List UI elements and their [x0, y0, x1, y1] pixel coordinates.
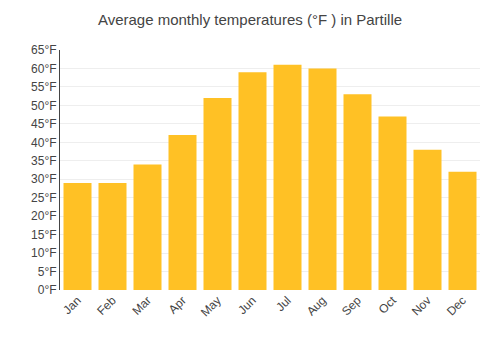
svg-text:5°F: 5°F	[38, 265, 57, 279]
svg-text:60°F: 60°F	[31, 62, 56, 76]
svg-text:40°F: 40°F	[31, 136, 56, 150]
svg-text:Average monthly temperatures (: Average monthly temperatures (°F ) in Pa…	[98, 11, 402, 28]
svg-text:0°F: 0°F	[38, 283, 57, 297]
svg-text:Oct: Oct	[376, 293, 400, 317]
svg-text:10°F: 10°F	[31, 246, 56, 260]
svg-text:65°F: 65°F	[31, 43, 56, 57]
svg-text:Apr: Apr	[166, 293, 189, 316]
svg-text:Nov: Nov	[409, 293, 434, 318]
svg-text:25°F: 25°F	[31, 191, 56, 205]
svg-text:Sep: Sep	[339, 293, 364, 318]
svg-text:45°F: 45°F	[31, 117, 56, 131]
svg-text:Jun: Jun	[235, 293, 259, 317]
svg-text:15°F: 15°F	[31, 228, 56, 242]
svg-text:Mar: Mar	[129, 293, 154, 318]
svg-text:Jul: Jul	[273, 293, 294, 314]
svg-text:35°F: 35°F	[31, 154, 56, 168]
svg-text:Dec: Dec	[444, 293, 469, 318]
svg-text:20°F: 20°F	[31, 209, 56, 223]
svg-text:Jan: Jan	[60, 293, 84, 317]
svg-text:May: May	[198, 293, 224, 319]
svg-text:Aug: Aug	[304, 293, 329, 318]
svg-text:55°F: 55°F	[31, 80, 56, 94]
svg-text:30°F: 30°F	[31, 172, 56, 186]
svg-text:50°F: 50°F	[31, 99, 56, 113]
svg-text:Feb: Feb	[94, 293, 119, 318]
